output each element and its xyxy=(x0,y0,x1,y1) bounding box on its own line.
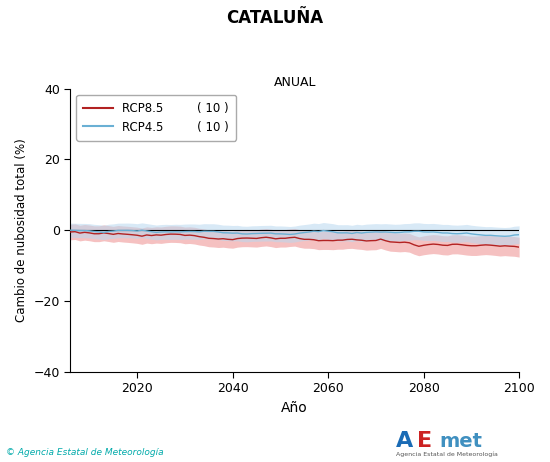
Text: CATALUÑA: CATALUÑA xyxy=(227,9,323,27)
Title: ANUAL: ANUAL xyxy=(273,76,316,89)
Text: E: E xyxy=(417,431,432,451)
Text: A: A xyxy=(396,431,413,451)
Legend: RCP8.5         ( 10 ), RCP4.5         ( 10 ): RCP8.5 ( 10 ), RCP4.5 ( 10 ) xyxy=(76,95,236,141)
Text: met: met xyxy=(439,432,482,451)
Text: Agencia Estatal de Meteorología: Agencia Estatal de Meteorología xyxy=(396,451,498,457)
Text: © Agencia Estatal de Meteorología: © Agencia Estatal de Meteorología xyxy=(6,449,163,457)
X-axis label: Año: Año xyxy=(282,401,308,415)
Y-axis label: Cambio de nubosidad total (%): Cambio de nubosidad total (%) xyxy=(15,138,28,322)
